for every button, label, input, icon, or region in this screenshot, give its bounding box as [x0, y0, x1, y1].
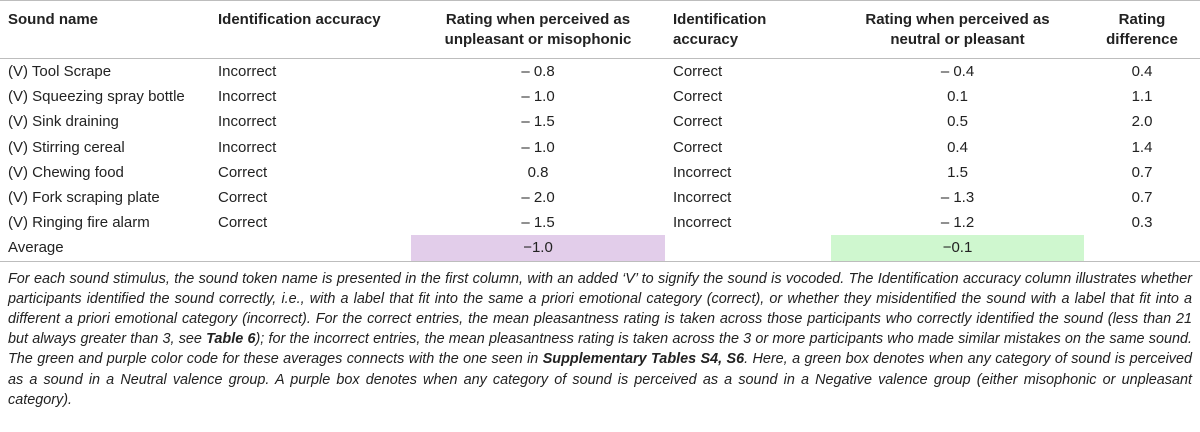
cell-rating-difference: 1.1 — [1131, 88, 1153, 106]
header-row: Sound name Identification accuracy Ratin… — [0, 0, 1200, 59]
header-rating-unpleasant: Rating when perceived as unpleasant or m… — [411, 0, 665, 59]
cell-accuracy-1: Incorrect — [218, 88, 277, 106]
cell-sound-name: (V) Tool Scrape — [8, 63, 112, 81]
caption-text-3: . Here, a green box denotes when any cat… — [8, 351, 1192, 408]
table-row: (V) Stirring cereal Incorrect – 1.0 Corr… — [0, 135, 1200, 160]
cell-accuracy-2: Incorrect — [673, 163, 732, 181]
cell-accuracy-2: Correct — [673, 88, 723, 106]
table-row: (V) Squeezing spray bottle Incorrect – 1… — [0, 84, 1200, 109]
table-container: Sound name Identification accuracy Ratin… — [0, 0, 1200, 410]
cell-rating-difference: 2.0 — [1131, 113, 1153, 131]
cell-sound-name: (V) Chewing food — [8, 163, 124, 181]
cell-rating-neutral: 1.5 — [947, 163, 968, 181]
cell-accuracy-1: Incorrect — [218, 138, 277, 156]
average-row: Average −1.0 −0.1 — [0, 235, 1200, 262]
cell-sound-name: (V) Fork scraping plate — [8, 189, 160, 207]
cell-accuracy-2: Correct — [673, 113, 723, 131]
average-empty-cell — [210, 235, 411, 262]
cell-rating-unpleasant: – 1.5 — [521, 113, 555, 131]
cell-rating-difference: 0.3 — [1131, 214, 1153, 232]
cell-rating-neutral: 0.4 — [947, 138, 968, 156]
caption-supplementary-reference[interactable]: Supplementary Tables S4, S6 — [542, 351, 745, 368]
cell-accuracy-1: Incorrect — [218, 113, 277, 131]
table-row: (V) Ringing fire alarm Correct – 1.5 Inc… — [0, 210, 1200, 235]
cell-accuracy-1: Incorrect — [218, 63, 277, 81]
cell-rating-difference: 0.7 — [1131, 189, 1153, 207]
cell-accuracy-2: Incorrect — [673, 214, 732, 232]
cell-accuracy-1: Correct — [218, 163, 268, 181]
cell-rating-neutral: 0.5 — [947, 113, 968, 131]
average-unpleasant-purple-box: −1.0 — [411, 235, 665, 262]
average-empty-cell — [665, 235, 831, 262]
cell-rating-unpleasant: 0.8 — [527, 163, 549, 181]
cell-rating-neutral: – 1.3 — [940, 189, 975, 207]
cell-accuracy-1: Correct — [218, 214, 268, 232]
caption-text-2: ); for the incorrect entries, the mean p… — [8, 331, 1192, 368]
cell-rating-difference: 0.7 — [1131, 163, 1153, 181]
table-caption: For each sound stimulus, the sound token… — [0, 262, 1200, 410]
cell-rating-unpleasant: – 1.0 — [521, 138, 555, 156]
cell-rating-unpleasant: – 0.8 — [521, 63, 555, 81]
cell-accuracy-2: Correct — [673, 138, 723, 156]
cell-rating-unpleasant: – 1.0 — [521, 88, 555, 106]
cell-sound-name: (V) Stirring cereal — [8, 138, 125, 156]
cell-rating-neutral: 0.1 — [947, 88, 968, 106]
table-row: (V) Fork scraping plate Correct – 2.0 In… — [0, 185, 1200, 210]
header-sound-name: Sound name — [0, 0, 210, 59]
cell-sound-name: (V) Sink draining — [8, 113, 119, 131]
cell-rating-unpleasant: – 1.5 — [521, 214, 555, 232]
average-label: Average — [0, 235, 210, 262]
average-empty-cell — [1084, 235, 1200, 262]
caption-table-reference[interactable]: Table 6 — [206, 331, 256, 348]
header-identification-accuracy-1: Identification accuracy — [210, 0, 411, 59]
cell-rating-unpleasant: – 2.0 — [521, 189, 555, 207]
average-neutral-green-box: −0.1 — [831, 235, 1084, 262]
cell-rating-difference: 1.4 — [1131, 138, 1153, 156]
results-table: Sound name Identification accuracy Ratin… — [0, 0, 1200, 262]
cell-accuracy-2: Correct — [673, 63, 723, 81]
cell-rating-neutral: – 0.4 — [940, 63, 975, 81]
table-row: (V) Sink draining Incorrect – 1.5 Correc… — [0, 109, 1200, 134]
cell-sound-name: (V) Ringing fire alarm — [8, 214, 150, 232]
cell-rating-difference: 0.4 — [1131, 63, 1153, 81]
header-rating-neutral: Rating when perceived as neutral or plea… — [831, 0, 1084, 59]
header-rating-difference: Rating difference — [1084, 0, 1200, 59]
cell-accuracy-1: Correct — [218, 189, 268, 207]
table-row: (V) Chewing food Correct 0.8 Incorrect 1… — [0, 160, 1200, 185]
caption-text-1: For each sound stimulus, the sound token… — [8, 270, 1192, 348]
cell-sound-name: (V) Squeezing spray bottle — [8, 88, 185, 106]
table-row: (V) Tool Scrape Incorrect – 0.8 Correct … — [0, 59, 1200, 85]
cell-rating-neutral: – 1.2 — [940, 214, 975, 232]
header-identification-accuracy-2: Identification accuracy — [665, 0, 831, 59]
cell-accuracy-2: Incorrect — [673, 189, 732, 207]
